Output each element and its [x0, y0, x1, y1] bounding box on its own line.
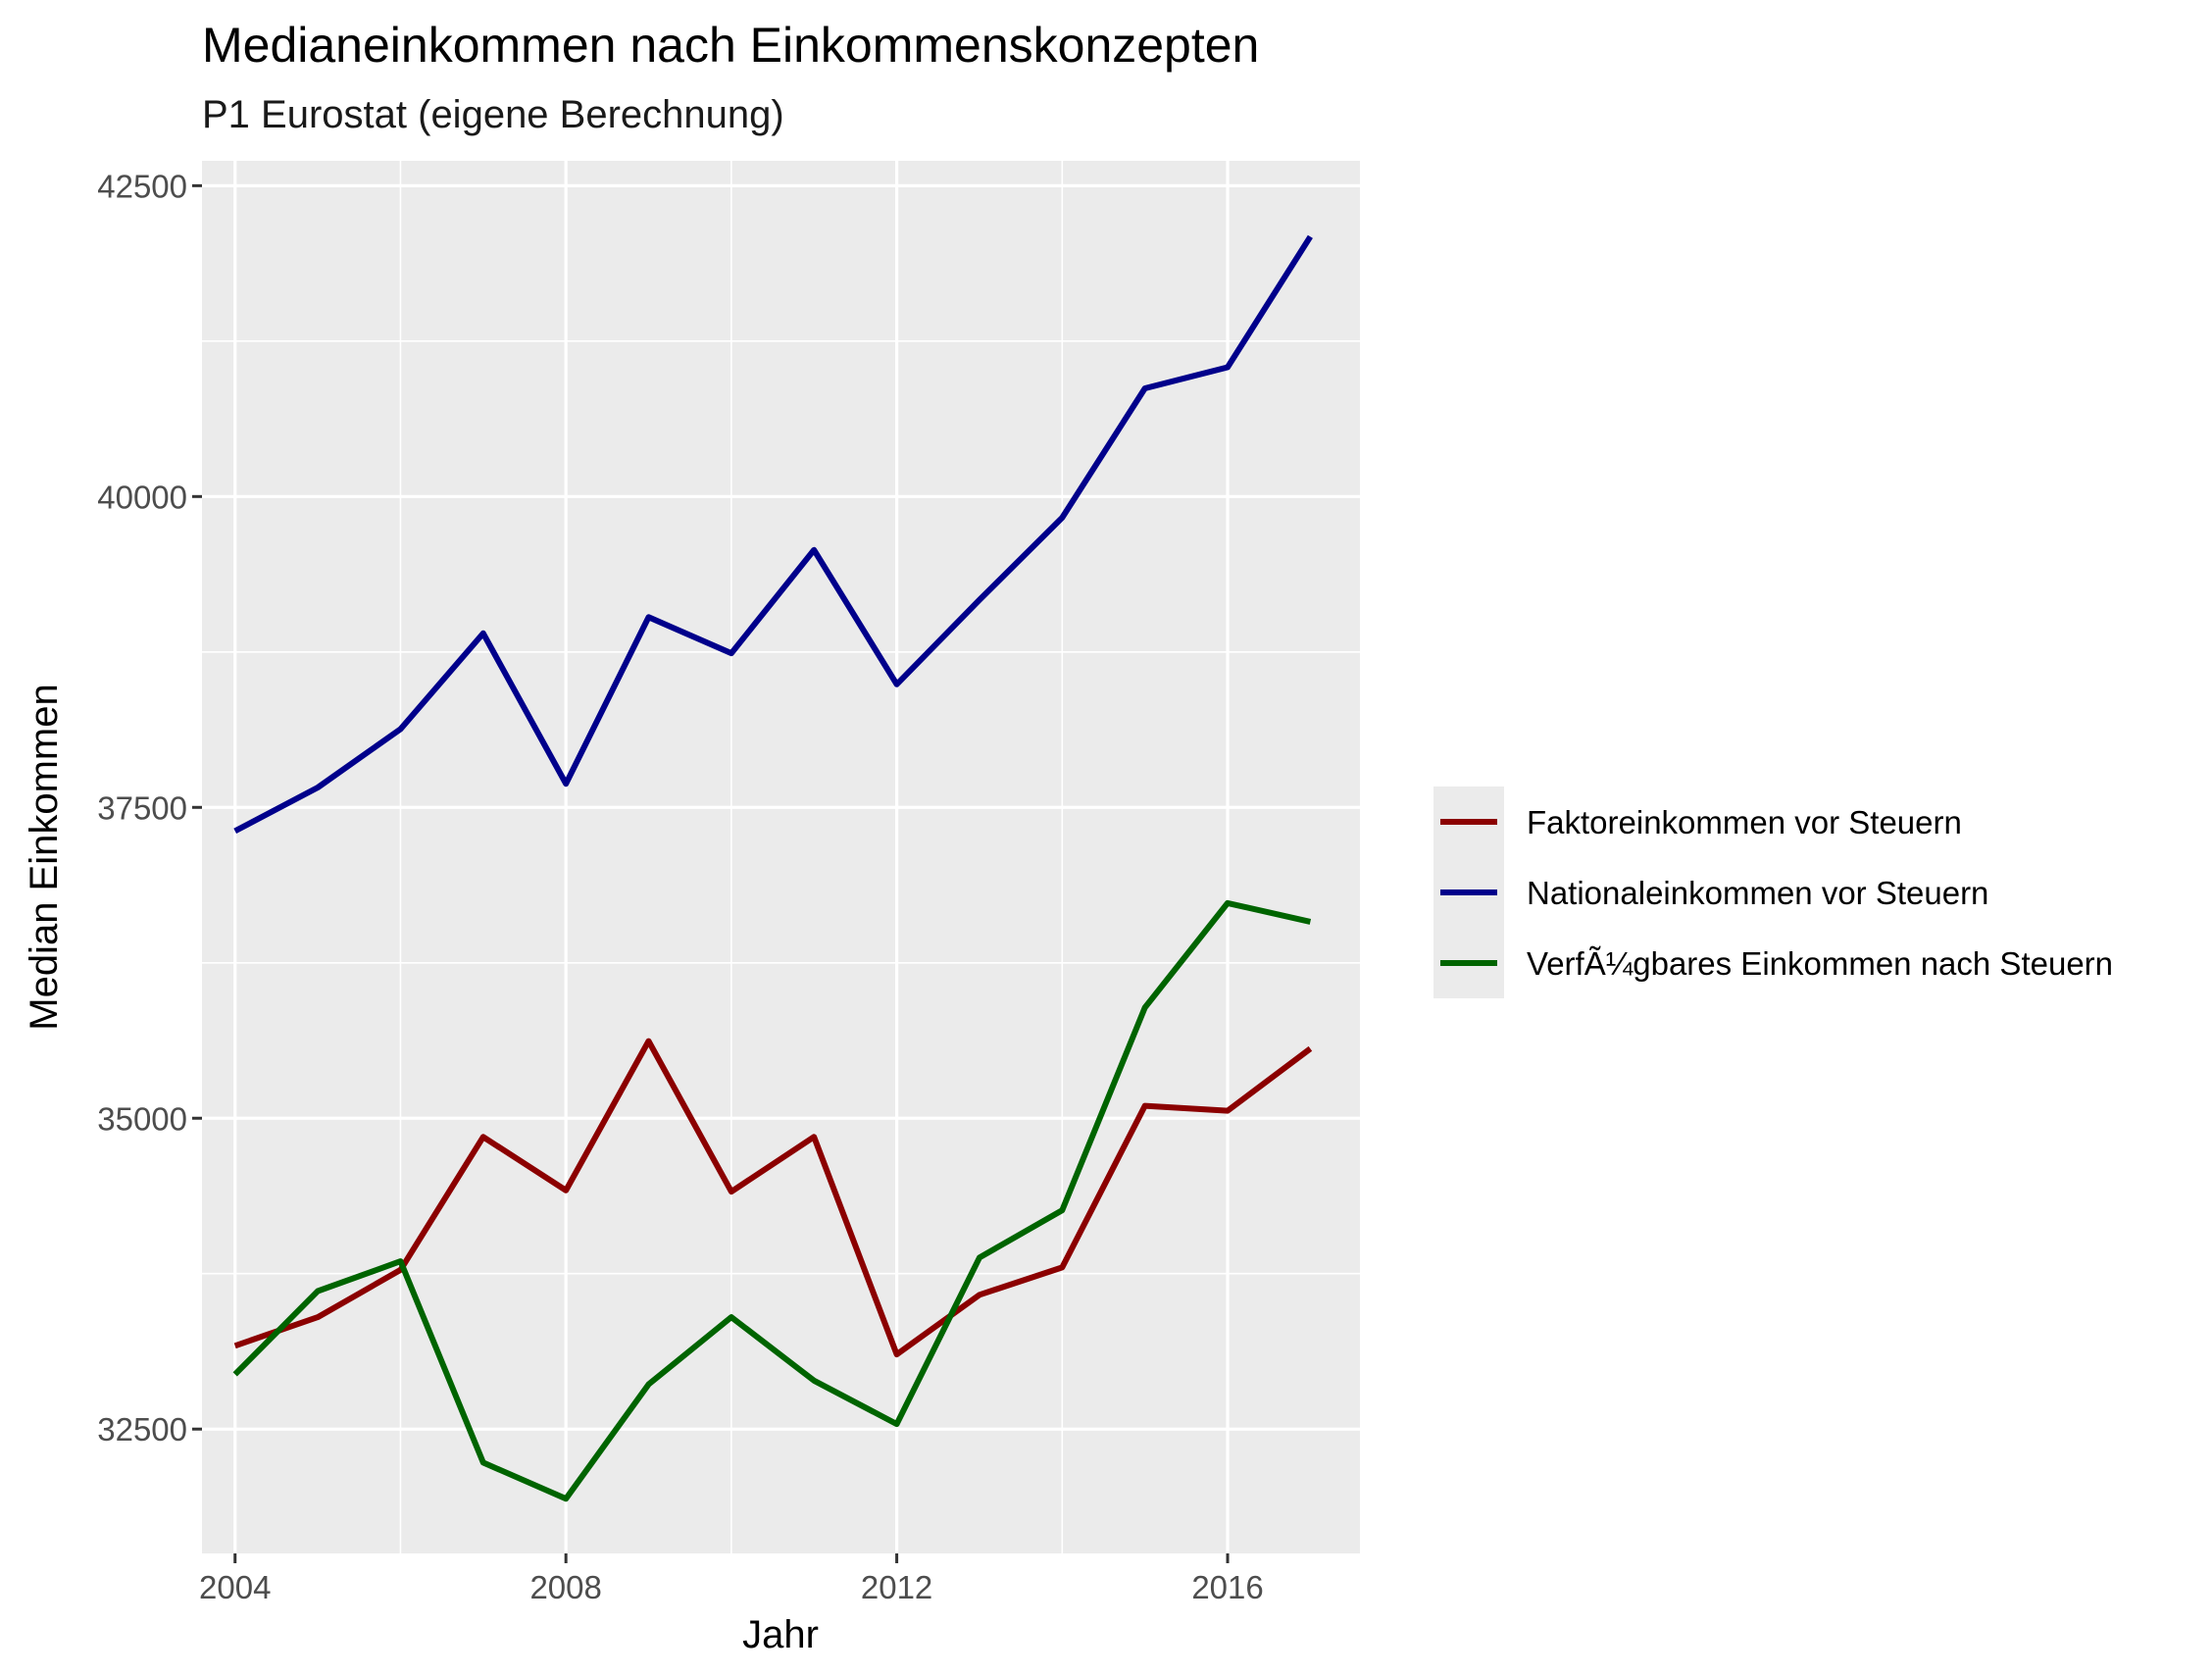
- y-tick-label: 32500: [97, 1411, 187, 1447]
- x-tick-label: 2016: [1191, 1569, 1263, 1605]
- legend-label: Nationaleinkommen vor Steuern: [1527, 875, 1988, 911]
- y-axis-title: Median Einkommen: [23, 684, 66, 1031]
- series-line: [233, 1038, 1313, 1358]
- series-line: [233, 234, 1313, 835]
- legend: Faktoreinkommen vor Steuern Nationaleinko…: [1433, 787, 2113, 998]
- x-axis-title: Jahr: [742, 1613, 819, 1656]
- series-line: [232, 899, 1312, 1502]
- x-axis: 2004 2008 2012 2016: [199, 1553, 1264, 1605]
- y-tick-label: 35000: [97, 1100, 187, 1137]
- y-axis: 32500 35000 37500 40000 42500: [97, 168, 202, 1447]
- legend-label: VerfÃ¼gbares Einkommen nach Steuern: [1527, 945, 2113, 982]
- major-grid: [202, 161, 1360, 1553]
- y-tick-label: 40000: [97, 479, 187, 515]
- chart-subtitle: P1 Eurostat (eigene Berechnung): [202, 93, 784, 136]
- series-lines: [232, 234, 1313, 1502]
- plot-panel: [202, 161, 1360, 1553]
- legend-label: Faktoreinkommen vor Steuern: [1527, 804, 1962, 840]
- chart-title: Medianeinkommen nach Einkommenskonzepten: [202, 18, 1259, 73]
- y-tick-label: 37500: [97, 789, 187, 826]
- x-tick-label: 2012: [861, 1569, 932, 1605]
- y-tick-label: 42500: [97, 168, 187, 204]
- x-tick-label: 2008: [529, 1569, 601, 1605]
- x-tick-label: 2004: [199, 1569, 271, 1605]
